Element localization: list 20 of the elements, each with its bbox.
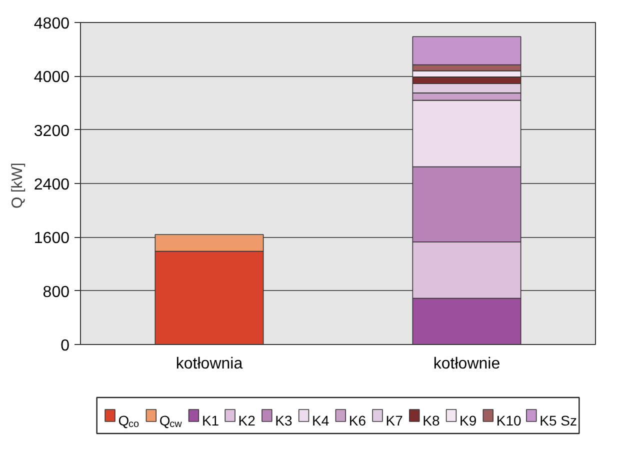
y-tick-label: 3200 xyxy=(34,122,70,140)
legend-label: K9 xyxy=(459,412,477,428)
legend-label: K5 Sz xyxy=(540,412,577,428)
legend-label: K10 xyxy=(496,412,522,428)
x-tick-label: kotłownie xyxy=(433,356,500,372)
legend-label: K3 xyxy=(275,412,293,428)
y-axis-title: Q [kW] xyxy=(8,162,26,208)
y-tick-label: 4000 xyxy=(34,69,70,86)
y-tick-label: 800 xyxy=(42,284,70,301)
y-tick-label: 1600 xyxy=(34,230,70,248)
legend-label: K2 xyxy=(238,412,256,428)
legend-label: K4 xyxy=(312,412,330,428)
x-tick-label: kotłownia xyxy=(176,356,243,372)
legend-label: K6 xyxy=(348,412,366,428)
y-tick-label: 0 xyxy=(60,338,70,354)
y-tick-label: 2400 xyxy=(34,176,70,194)
legend-label: K1 xyxy=(202,412,220,428)
legend-label: K7 xyxy=(386,412,404,428)
y-tick-label: 4800 xyxy=(34,16,70,32)
legend-label: K8 xyxy=(422,412,440,428)
